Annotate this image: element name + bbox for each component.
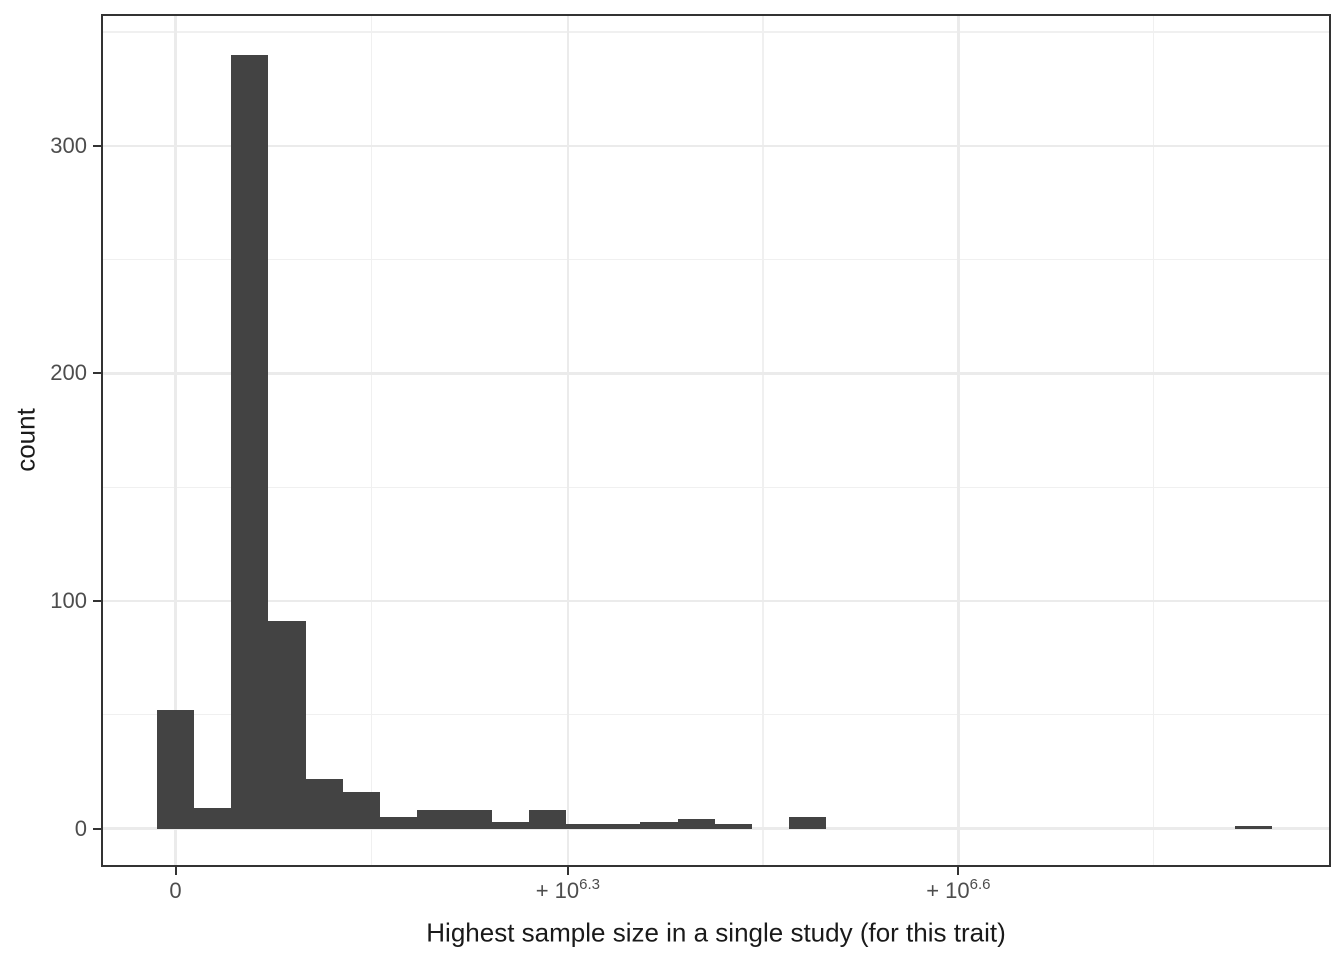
x-tick-label: + 106.3 [535, 875, 601, 903]
x-tick-label: 0 [169, 879, 181, 903]
x-tick-mark [566, 867, 569, 875]
x-gridline-minor [762, 16, 764, 865]
histogram-bar [342, 792, 380, 829]
y-gridline-minor [103, 258, 1329, 261]
y-tick-label: 300 [50, 132, 87, 158]
histogram-bar [380, 817, 418, 829]
y-axis-title: count [10, 408, 41, 472]
y-gridline-minor [103, 486, 1329, 488]
x-gridline-major [957, 16, 960, 865]
histogram-bar [603, 824, 641, 829]
histogram-bar [565, 824, 604, 829]
x-gridline-minor [1152, 16, 1155, 865]
bars-layer [103, 16, 1329, 865]
x-tick-mark [174, 867, 177, 875]
y-gridline-major [103, 144, 1329, 147]
histogram-bar [268, 621, 306, 829]
x-tick-label-exponent: 6.6 [969, 875, 991, 893]
x-tick-label-exponent: 6.3 [579, 875, 601, 893]
y-tick-label: 200 [50, 360, 87, 386]
histogram-bar [231, 54, 269, 829]
histogram-bar [1235, 826, 1273, 829]
y-gridline-major [103, 372, 1329, 375]
y-tick-label: 0 [74, 815, 87, 841]
plot-panel [101, 14, 1331, 867]
gridlines-major-layer [103, 16, 1329, 865]
histogram-bar [491, 821, 529, 829]
histogram-bar [194, 808, 232, 829]
x-axis-title: Highest sample size in a single study (f… [426, 917, 1006, 948]
y-gridline-minor [103, 714, 1329, 716]
x-tick-label: + 106.6 [926, 875, 991, 903]
histogram-bar [417, 810, 455, 829]
x-tick-label-base: + 10 [535, 878, 580, 903]
y-gridline-minor [103, 31, 1329, 33]
x-tick-label-base: 0 [169, 878, 182, 903]
x-tick-mark [957, 867, 960, 875]
histogram-bar [714, 824, 752, 829]
y-gridline-major [103, 827, 1329, 830]
histogram-bar [677, 819, 715, 829]
histogram-bar [454, 810, 492, 829]
x-gridline-minor [371, 16, 373, 865]
y-tick-mark [93, 372, 101, 375]
y-tick-mark [93, 144, 101, 147]
histogram-bar [156, 710, 195, 829]
histogram-bar [528, 810, 566, 829]
x-tick-label-base: + 10 [926, 878, 970, 903]
gridlines-minor-layer [103, 16, 1329, 865]
y-tick-mark [93, 599, 101, 602]
y-gridline-major [103, 599, 1329, 603]
histogram-bar [789, 817, 827, 829]
histogram-bar [305, 778, 343, 829]
x-gridline-major [566, 16, 570, 865]
x-gridline-major [174, 16, 177, 865]
y-tick-label: 100 [50, 587, 87, 613]
histogram-bar [640, 821, 678, 829]
y-tick-mark [93, 827, 101, 830]
